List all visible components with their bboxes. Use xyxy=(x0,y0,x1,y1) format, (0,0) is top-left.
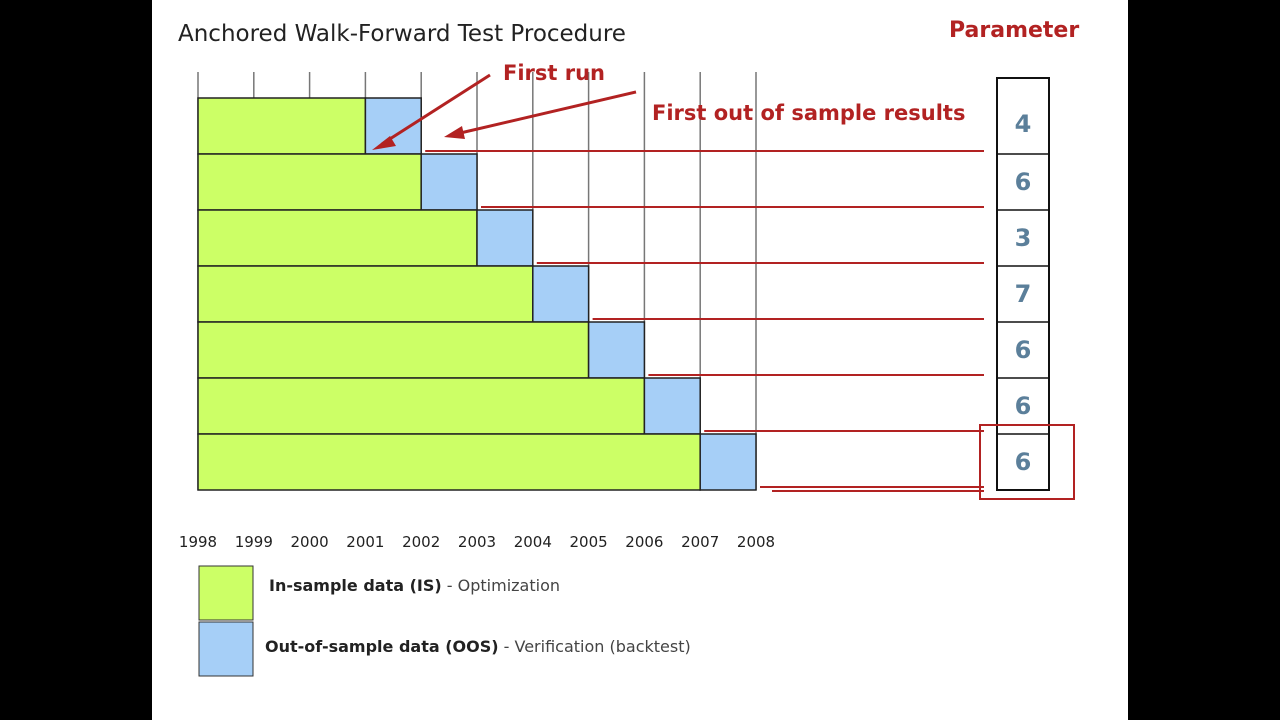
out-of-sample-bar-6 xyxy=(643,377,701,435)
parameter-value-7: 6 xyxy=(1015,448,1032,476)
year-label-2001: 2001 xyxy=(346,533,384,551)
slide: Anchored Walk-Forward Test Procedure Par… xyxy=(152,0,1128,720)
legend-in-sample-label: In-sample data (IS) - Optimization xyxy=(269,576,560,595)
year-label-2000: 2000 xyxy=(291,533,329,551)
first-oos-label: First out of sample results xyxy=(652,101,965,125)
parameter-value-2: 6 xyxy=(1015,168,1032,196)
in-sample-bar-6 xyxy=(197,377,646,435)
year-label-2003: 2003 xyxy=(458,533,496,551)
out-of-sample-bar-5 xyxy=(587,321,646,379)
result-connector-lines xyxy=(425,150,984,492)
year-axis: 1998 1999 2000 2001 2002 2003 2004 2005 2006 2007… xyxy=(179,533,775,551)
first-run-arrow xyxy=(381,73,491,146)
first-run-label: First run xyxy=(503,61,605,85)
legend-out-of-sample-desc: - Verification (backtest) xyxy=(499,637,691,656)
parameter-value-6: 6 xyxy=(1015,392,1032,420)
first-oos-arrow xyxy=(455,90,637,136)
first-oos-arrowhead xyxy=(444,126,465,139)
out-of-sample-bar-7 xyxy=(699,433,757,491)
parameter-table: 4 6 3 7 6 6 6 xyxy=(979,77,1075,500)
parameter-header: Parameter xyxy=(949,18,1079,43)
year-label-2005: 2005 xyxy=(570,533,608,551)
annotation-arrows xyxy=(372,73,637,150)
year-label-2008: 2008 xyxy=(737,533,775,551)
out-of-sample-bar-2 xyxy=(420,153,478,211)
in-sample-bar-5 xyxy=(197,321,590,379)
first-run-arrowhead xyxy=(372,136,396,150)
in-sample-bar-2 xyxy=(197,153,422,211)
in-sample-bar-1 xyxy=(197,97,367,155)
legend-in-sample-desc: - Optimization xyxy=(442,576,560,595)
out-of-sample-bar-4 xyxy=(532,265,590,323)
year-label-1999: 1999 xyxy=(235,533,273,551)
legend-out-of-sample-label: Out-of-sample data (OOS) - Verification … xyxy=(265,637,691,656)
in-sample-bar-3 xyxy=(197,209,478,267)
parameter-value-5: 6 xyxy=(1015,336,1032,364)
legend-swatch-out-of-sample xyxy=(198,621,254,677)
year-label-2004: 2004 xyxy=(514,533,552,551)
legend-in-sample-bold: In-sample data (IS) xyxy=(269,576,442,595)
year-label-2006: 2006 xyxy=(625,533,663,551)
diagram-title: Anchored Walk-Forward Test Procedure xyxy=(178,21,626,47)
parameter-table-border xyxy=(996,77,1050,491)
year-label-1998: 1998 xyxy=(179,533,217,551)
parameter-value-4: 7 xyxy=(1015,280,1032,308)
legend-out-of-sample-bold: Out-of-sample data (OOS) xyxy=(265,637,499,656)
in-sample-bar-4 xyxy=(197,265,534,323)
legend: In-sample data (IS) - Optimization Out-o… xyxy=(198,565,691,677)
run-bars xyxy=(197,97,757,491)
walk-forward-diagram: Anchored Walk-Forward Test Procedure Par… xyxy=(178,18,1079,677)
year-label-2007: 2007 xyxy=(681,533,719,551)
legend-swatch-in-sample xyxy=(198,565,254,621)
parameter-value-1: 4 xyxy=(1015,110,1032,138)
latest-parameter-highlight xyxy=(979,424,1075,500)
in-sample-bar-7 xyxy=(197,433,701,491)
out-of-sample-bar-3 xyxy=(476,209,534,267)
year-label-2002: 2002 xyxy=(402,533,440,551)
parameter-value-3: 3 xyxy=(1015,224,1032,252)
